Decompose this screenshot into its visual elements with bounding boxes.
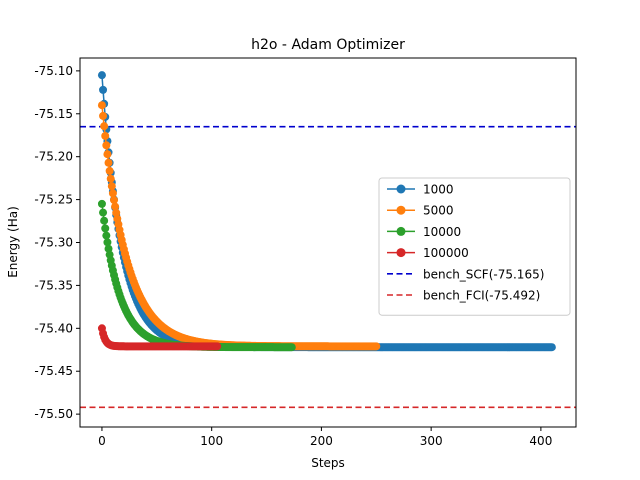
legend-marker [396, 248, 406, 258]
x-tick-label: 200 [310, 434, 333, 448]
y-tick-label: -75.50 [34, 407, 73, 421]
y-tick-label: -75.35 [34, 278, 73, 292]
legend-item: 1000 [387, 183, 454, 197]
data-point [213, 342, 222, 351]
data-point [100, 122, 109, 131]
y-tick-label: -75.10 [34, 64, 73, 78]
legend-label: bench_FCI(-75.492) [423, 289, 540, 303]
legend-item: bench_SCF(-75.165) [387, 267, 544, 281]
data-point [99, 111, 108, 120]
x-axis-title: Steps [311, 456, 345, 470]
data-point [102, 231, 111, 240]
data-point [104, 158, 113, 167]
legend-marker [396, 184, 406, 194]
x-tick-label: 300 [420, 434, 443, 448]
legend-marker [396, 226, 406, 236]
data-point [102, 141, 111, 150]
x-tick-label: 0 [98, 434, 106, 448]
data-point [287, 343, 296, 352]
data-point [547, 343, 556, 352]
legend-box [378, 177, 571, 316]
legend-label: 5000 [423, 204, 454, 218]
data-point [106, 174, 115, 183]
legend-item: bench_FCI(-75.492) [387, 289, 540, 303]
legend-label: 1000 [423, 183, 454, 197]
legend-item: 5000 [387, 204, 454, 218]
data-point [103, 150, 112, 159]
data-point [100, 216, 109, 225]
y-axis: -75.10 -75.15 -75.20 -75.25 -75.30 -75.35 -75.… [34, 64, 80, 421]
legend-item: 10000 [387, 225, 461, 239]
legend-label: 10000 [423, 225, 461, 239]
y-tick-label: -75.15 [34, 107, 73, 121]
y-tick-label: -75.20 [34, 150, 73, 164]
data-point [107, 182, 116, 191]
data-point [103, 238, 112, 247]
legend: 1000 5000 10000 100000 bench_SCF(-75.165)ben… [378, 177, 571, 316]
legend-item: 100000 [387, 246, 469, 260]
series-layer [97, 71, 556, 352]
x-tick-label: 400 [529, 434, 552, 448]
y-axis-title: Energy (Ha) [6, 206, 20, 278]
y-tick-label: -75.45 [34, 364, 73, 378]
y-tick-label: -75.30 [34, 236, 73, 250]
data-point [101, 224, 110, 233]
legend-label: bench_SCF(-75.165) [423, 267, 544, 281]
x-axis: 0 100 200 300 400 [98, 427, 552, 448]
data-point [105, 166, 114, 175]
data-point [104, 244, 113, 253]
y-tick-label: -75.40 [34, 321, 73, 335]
data-point [111, 202, 120, 211]
data-point [97, 101, 106, 110]
data-point [97, 199, 106, 208]
reference-lines [80, 125, 576, 409]
data-point [99, 208, 108, 217]
data-point [110, 196, 119, 205]
data-point [101, 131, 110, 140]
x-tick-label: 100 [200, 434, 223, 448]
legend-label: 100000 [423, 246, 469, 260]
data-point [112, 208, 121, 217]
data-point [108, 189, 117, 198]
plot-area [80, 71, 576, 409]
data-point [372, 342, 381, 351]
legend-marker [396, 205, 406, 215]
data-point [97, 71, 106, 80]
data-point [99, 85, 108, 94]
y-tick-label: -75.25 [34, 193, 73, 207]
series-100000 [97, 324, 222, 351]
chart-title: h2o - Adam Optimizer [251, 37, 405, 53]
